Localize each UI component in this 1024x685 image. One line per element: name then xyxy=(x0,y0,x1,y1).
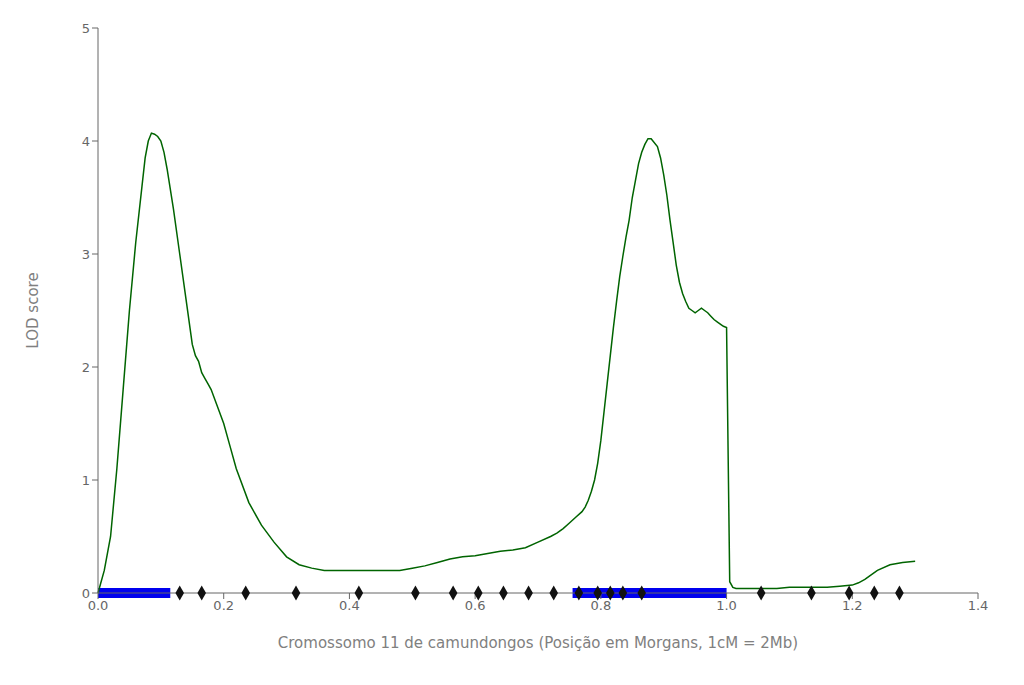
svg-text:0.0: 0.0 xyxy=(88,598,109,613)
svg-text:LOD score: LOD score xyxy=(24,272,42,348)
svg-text:0.2: 0.2 xyxy=(213,598,234,613)
svg-text:1.4: 1.4 xyxy=(968,598,989,613)
svg-text:0: 0 xyxy=(82,586,90,601)
svg-text:0.4: 0.4 xyxy=(339,598,360,613)
svg-text:1.0: 1.0 xyxy=(716,598,737,613)
svg-text:3: 3 xyxy=(82,247,90,262)
svg-text:1: 1 xyxy=(82,473,90,488)
svg-text:1.2: 1.2 xyxy=(842,598,863,613)
svg-text:4: 4 xyxy=(82,134,90,149)
svg-text:5: 5 xyxy=(82,21,90,36)
svg-text:2: 2 xyxy=(82,360,90,375)
svg-text:0.6: 0.6 xyxy=(465,598,486,613)
svg-text:0.8: 0.8 xyxy=(591,598,612,613)
svg-text:Cromossomo 11 de camundongos (: Cromossomo 11 de camundongos (Posição em… xyxy=(278,634,798,652)
